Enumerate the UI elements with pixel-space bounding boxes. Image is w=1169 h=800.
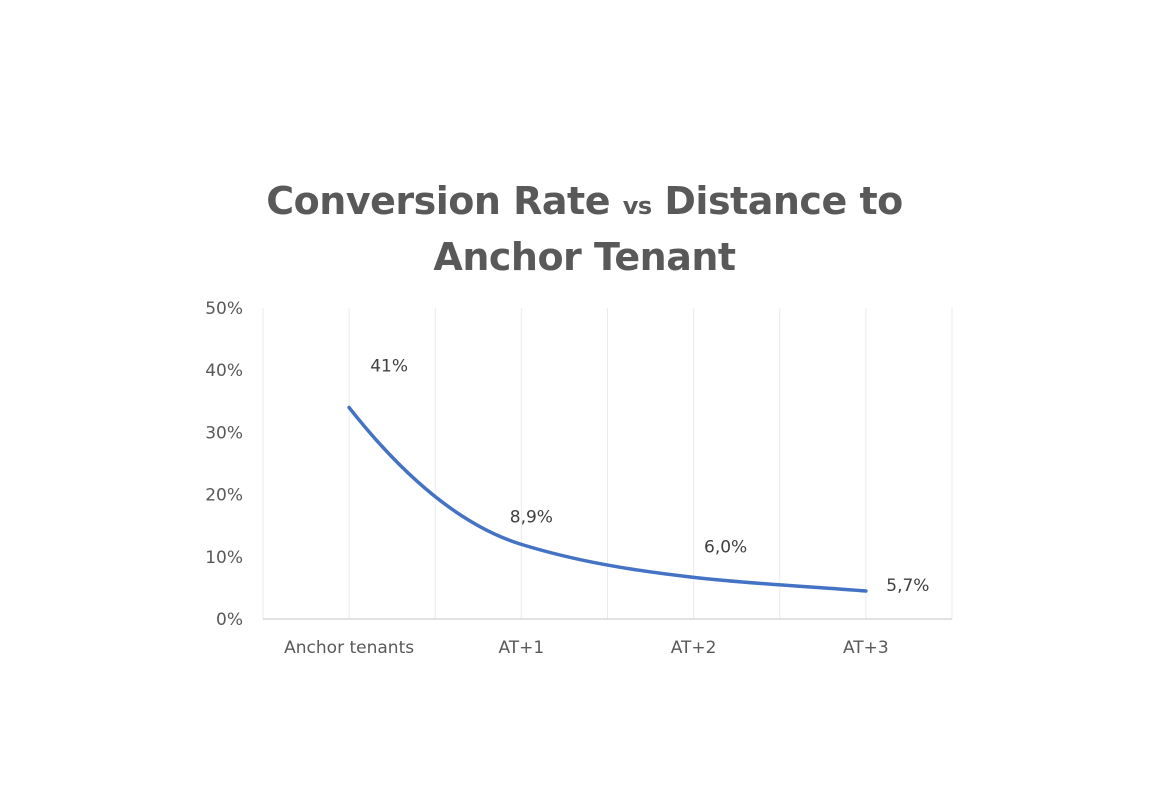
x-tick-label: AT+3 — [843, 638, 889, 658]
chart-title-line2: Anchor Tenant — [433, 235, 736, 279]
y-tick-label: 20% — [205, 486, 243, 506]
data-label: 6,0% — [704, 537, 747, 557]
y-tick-label: 40% — [205, 361, 243, 381]
x-tick-label: AT+2 — [671, 638, 717, 658]
axes: 0% 10% 20% 30% 40% 50% Anchor tenants AT+1 AT+2 A… — [205, 299, 952, 658]
series-line — [347, 405, 868, 593]
chart-title-vs: vs — [622, 192, 652, 220]
data-point — [692, 575, 696, 579]
labels: 41% 8,9% 6,0% 5,7% — [370, 357, 929, 596]
data-label: 5,7% — [886, 576, 929, 596]
x-tick-label: Anchor tenants — [284, 638, 414, 658]
series — [347, 405, 868, 593]
chart-title-part1: Conversion Rate — [266, 179, 623, 223]
chart-title: Conversion Rate vs Distance to Anchor Te… — [0, 176, 1169, 283]
x-tick-label: AT+1 — [498, 638, 544, 658]
data-label: 8,9% — [510, 507, 553, 527]
y-tick-label: 30% — [205, 423, 243, 443]
chart-title-part2: Distance to — [651, 179, 903, 223]
y-tick-label: 50% — [205, 299, 243, 319]
data-point — [519, 542, 523, 546]
data-point — [864, 589, 868, 593]
data-label: 41% — [370, 357, 408, 377]
gridlines — [262, 308, 953, 619]
y-tick-label: 10% — [205, 548, 243, 568]
data-point — [347, 406, 351, 410]
y-tick-label: 0% — [216, 610, 243, 630]
